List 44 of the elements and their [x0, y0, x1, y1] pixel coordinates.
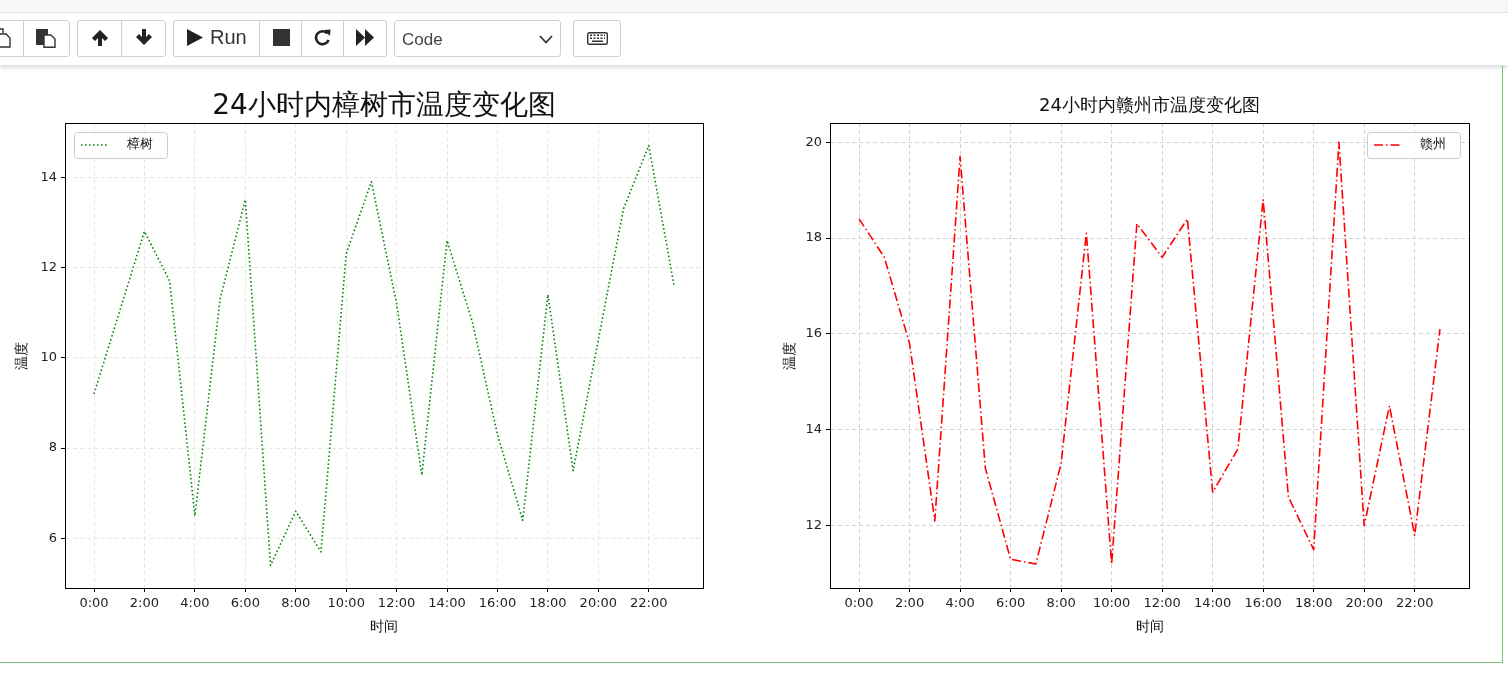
- x-tick-label: 22:00: [630, 595, 668, 611]
- y-tick-label: 8: [48, 439, 57, 455]
- y-tick-label: 18: [805, 229, 822, 245]
- x-tick-label: 12:00: [377, 595, 416, 611]
- y-tick-label: 12: [40, 258, 57, 274]
- x-axis-title: 时间: [370, 618, 398, 635]
- y-tick-label: 6: [48, 529, 57, 545]
- legend-label: 樟树: [126, 136, 153, 152]
- text: Code: [402, 29, 443, 51]
- x-tick-label: 8:00: [1046, 595, 1076, 611]
- x-tick-label: 6:00: [230, 595, 260, 611]
- y-tick-label: 20: [805, 133, 822, 149]
- x-tick-label: 0:00: [844, 595, 874, 611]
- y-axis-title: 温度: [13, 341, 30, 370]
- x-tick-label: 22:00: [1395, 595, 1434, 611]
- x-tick-label: 4:00: [945, 595, 975, 611]
- y-tick-label: 16: [805, 325, 822, 341]
- y-tick-label: 14: [805, 421, 822, 437]
- x-tick-label: 20:00: [579, 595, 618, 611]
- y-tick-label: 10: [40, 349, 57, 365]
- x-tick-label: 6:00: [995, 595, 1026, 611]
- x-tick-label: 2:00: [894, 595, 925, 611]
- x-tick-label: 18:00: [1294, 595, 1333, 611]
- chart-title: 24小时内樟树市温度变化图: [212, 88, 556, 121]
- y-axis-title: 温度: [781, 341, 798, 370]
- x-tick-label: 10:00: [1092, 595, 1131, 611]
- x-tick-label: 14:00: [1193, 595, 1232, 611]
- x-tick-label: 10:00: [327, 595, 365, 611]
- x-tick-label: 4:00: [180, 595, 210, 611]
- legend-label: 赣州: [1420, 136, 1446, 152]
- y-tick-label: 14: [40, 168, 57, 184]
- x-tick-label: 18:00: [529, 595, 567, 611]
- x-tick-label: 12:00: [1143, 595, 1181, 611]
- chart-title: 24小时内赣州市温度变化图: [1039, 94, 1260, 115]
- x-tick-label: 2:00: [129, 595, 160, 611]
- x-tick-label: 16:00: [1244, 595, 1282, 611]
- x-tick-label: 0:00: [79, 595, 109, 611]
- x-tick-label: 8:00: [281, 595, 311, 611]
- x-tick-label: 16:00: [478, 595, 517, 611]
- y-tick-label: 12: [805, 517, 822, 533]
- x-tick-label: 20:00: [1345, 595, 1383, 611]
- x-axis-title: 时间: [1135, 618, 1164, 635]
- text: Run: [210, 25, 247, 49]
- x-tick-label: 14:00: [428, 595, 466, 611]
